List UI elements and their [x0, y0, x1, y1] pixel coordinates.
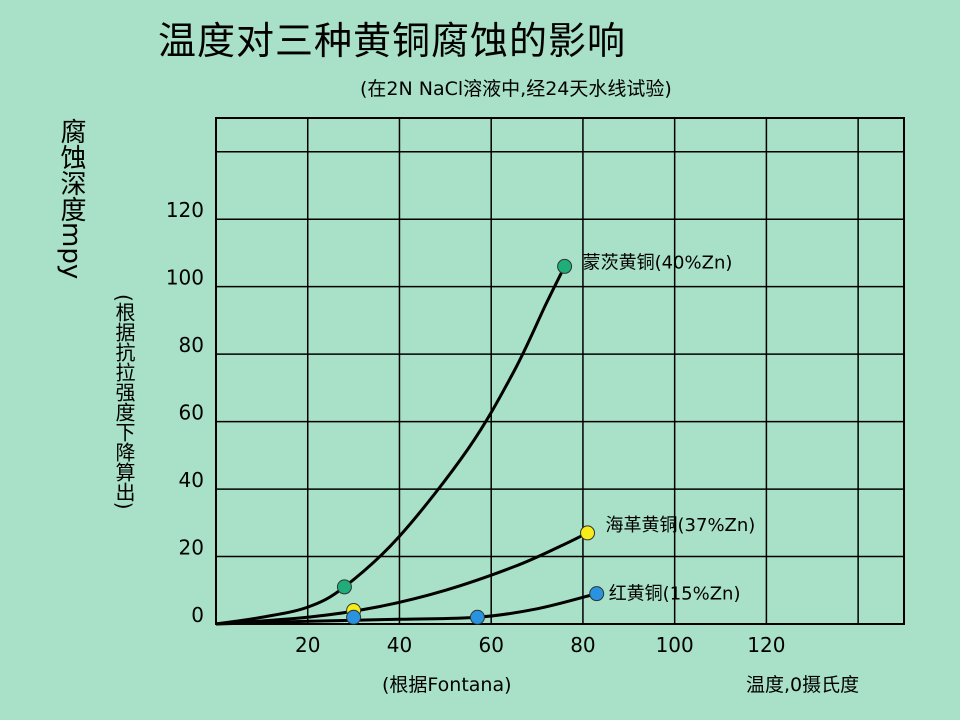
chart-title: 温度对三种黄铜腐蚀的影响 [158, 19, 627, 63]
data-point [336, 579, 352, 595]
plot-border [215, 117, 905, 625]
data-point [469, 609, 485, 625]
data-point [589, 586, 605, 602]
x-tick-label: 60 [478, 633, 503, 657]
data-point [580, 525, 596, 541]
series-line [215, 592, 598, 626]
y-axis-note: (根据抗拉强度下降算出) [112, 294, 136, 510]
x-tick-label: 40 [387, 633, 412, 657]
y-tick-label: 120 [166, 198, 204, 222]
x-tick-label: 120 [747, 633, 785, 657]
y-tick-label: 20 [179, 536, 204, 560]
series-label: 红黄铜(15%Zn) [609, 584, 741, 605]
series-label: 蒙茨黄铜(40%Zn) [583, 252, 733, 273]
x-axis-note: (根据Fontana) [382, 674, 512, 696]
data-point [346, 609, 362, 625]
series-line [215, 531, 589, 626]
x-tick-label: 80 [570, 633, 595, 657]
chart-subtitle: (在2N NaCl溶液中,经24天水线试验) [360, 78, 672, 100]
y-tick-label: 100 [166, 266, 204, 290]
x-tick-label: 20 [295, 633, 320, 657]
data-point [557, 258, 573, 274]
x-axis-label: 温度,0摄氏度 [746, 674, 860, 696]
series-line [215, 265, 566, 626]
tick-labels: 20 40 60 80 100 120 0 20 40 60 80 100 120 [166, 198, 786, 657]
x-tick-label: 100 [656, 633, 694, 657]
series-label: 海革黄铜(37%Zn) [606, 515, 756, 536]
y-tick-label: 0 [191, 603, 204, 627]
y-tick-label: 80 [179, 333, 204, 357]
y-tick-label: 60 [179, 401, 204, 425]
y-axis-label: 腐蚀深度mpy [56, 118, 86, 280]
series-group: 蒙茨黄铜(40%Zn) 海革黄铜(37%Zn) 红黄铜(15%Zn) [215, 252, 756, 626]
y-tick-label: 40 [179, 468, 204, 492]
grid [216, 118, 904, 624]
